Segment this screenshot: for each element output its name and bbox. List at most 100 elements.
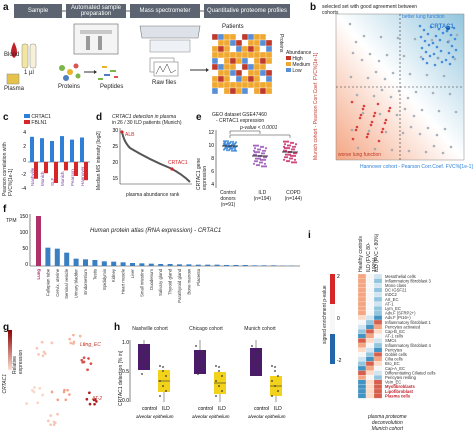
heat-cell	[253, 75, 261, 83]
heat-cell	[241, 33, 249, 41]
scatter-point	[437, 27, 441, 31]
h-dot	[142, 357, 144, 359]
expr-dot	[252, 153, 256, 156]
expr-dot	[294, 161, 298, 164]
expr-dot	[290, 157, 294, 160]
scatter-point	[402, 54, 406, 58]
tissue-label: Urinary bladder	[74, 268, 79, 298]
lung-ec-label: Lung_EC	[80, 342, 101, 348]
heat-cell	[229, 39, 237, 47]
d-ytick-30: 30	[112, 128, 118, 134]
umap-cell	[37, 353, 40, 356]
row-label: Plasma cells	[385, 393, 411, 398]
heat-cell	[365, 283, 375, 288]
panel-letter-h: h	[114, 322, 121, 333]
panel-b-ylabel: Munich cohort - Pearson Corr.Coef. FVC%[…	[313, 52, 319, 160]
scatter-point	[435, 133, 439, 137]
umap-cell	[31, 389, 34, 392]
h-dot	[274, 366, 276, 368]
panel-d-xlabel: plasma abundance rank	[126, 192, 180, 198]
heat-cell	[357, 356, 367, 362]
heat-cell	[253, 39, 261, 47]
heat-cell	[253, 33, 261, 41]
scatter-point	[413, 37, 417, 41]
row-label: AT-1 cells	[385, 334, 403, 339]
expr-dot	[258, 148, 262, 151]
umap-cell	[72, 333, 75, 337]
heat-cell	[373, 393, 383, 399]
expr-dot	[291, 154, 295, 157]
scatter-point	[350, 100, 354, 104]
abundance-legend-title: Abundance	[286, 50, 312, 56]
heat-cell	[211, 63, 219, 71]
heat-cell	[265, 57, 273, 65]
h-dot	[257, 366, 259, 368]
scatter-point	[377, 139, 381, 143]
expr-dot	[294, 152, 298, 155]
peptide-blobs	[98, 66, 118, 80]
col-ild-lt80: ILD (FVC < 80%)	[374, 233, 380, 272]
scatter-point	[435, 45, 439, 49]
heat-cell	[247, 57, 255, 65]
scatter-point	[431, 91, 435, 95]
heat-cell	[235, 39, 243, 47]
heat-cell	[373, 296, 383, 302]
heat-cell	[223, 39, 231, 47]
h-ytick: 0.5	[122, 369, 129, 375]
expr-dot	[254, 153, 258, 156]
tissue-label: Fallopian tube	[45, 268, 50, 296]
h-dot	[218, 366, 220, 368]
h-dot	[165, 375, 167, 377]
umap-cell	[52, 423, 56, 427]
heat-cell	[235, 69, 243, 77]
panel-g-ylabel: Relative expression	[12, 349, 24, 374]
legend-high: High	[292, 56, 303, 62]
umap-plot	[8, 330, 98, 427]
h-dot	[271, 365, 273, 367]
h-group-control: control	[254, 406, 269, 412]
heat-cell	[253, 45, 261, 53]
umap-cell	[79, 335, 82, 338]
row-label: Myofibroblasts	[385, 384, 415, 389]
tissue-bar	[54, 248, 60, 266]
scatter-point	[419, 55, 423, 59]
expr-dot	[260, 161, 264, 164]
row-label: Bro_EC	[385, 361, 400, 366]
tissue-bar	[261, 265, 267, 266]
heat-cell	[217, 51, 225, 59]
h-dot	[147, 364, 149, 366]
scatter-point	[376, 102, 380, 106]
heat-cell	[373, 370, 383, 376]
expr-dot	[255, 160, 259, 163]
col-healthy: Healthy controls	[358, 236, 364, 272]
c-ytick: -2	[22, 172, 27, 178]
heat-cell	[365, 342, 375, 348]
expr-dot	[261, 158, 265, 161]
heat-cell	[357, 393, 367, 399]
heat-cell	[259, 87, 267, 95]
tissue-label: Parathyroid gland	[177, 268, 182, 302]
heat-cell	[217, 69, 225, 77]
heat-cell	[357, 292, 367, 298]
crtac1-bar	[50, 141, 54, 162]
heat-cell	[357, 379, 367, 385]
e-group-control: Control donors	[219, 190, 237, 202]
umap-cell	[64, 398, 67, 402]
heat-cell	[247, 39, 255, 47]
heat-cell	[357, 352, 367, 357]
expr-dot	[289, 141, 293, 144]
tissue-label: Thyroid gland	[168, 268, 173, 295]
legend-medium: Medium	[292, 62, 311, 68]
abundance-rank-plot: 30 25 20 15 ALB CRTAC1	[112, 128, 192, 185]
step-sample: Sample	[14, 4, 62, 18]
scatter-point	[391, 71, 395, 75]
umap-cell	[85, 397, 89, 401]
crtac1-bar	[30, 136, 34, 162]
expr-dot	[290, 148, 294, 151]
scatter-point	[361, 107, 365, 111]
legend-fbln1-swatch	[24, 120, 30, 124]
umap-cell	[69, 341, 72, 345]
umap-cell	[50, 390, 54, 393]
heat-cell	[373, 375, 383, 380]
heat-cell	[373, 329, 383, 334]
